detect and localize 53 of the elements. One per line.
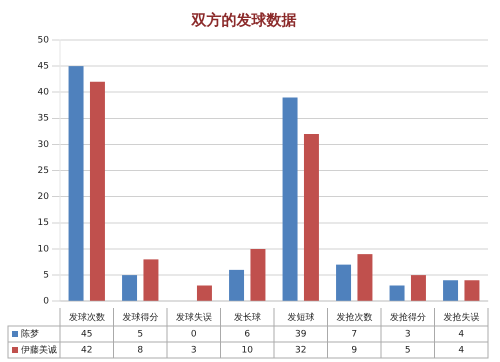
- data-label: 0: [190, 329, 197, 340]
- x-tick-label: 发球失误: [176, 312, 212, 323]
- data-label: 3: [404, 329, 411, 340]
- y-tick-label: 50: [38, 35, 50, 46]
- x-tick-label: 发球次数: [68, 312, 105, 323]
- bar: [143, 259, 158, 301]
- bar: [282, 97, 298, 301]
- legend-label: 陈梦: [21, 328, 39, 340]
- y-tick-label: 35: [38, 114, 49, 124]
- bar: [250, 248, 266, 301]
- y-tick-label: 25: [38, 166, 49, 176]
- y-tick-label: 45: [38, 61, 49, 72]
- bar: [196, 286, 212, 301]
- data-label: 45: [81, 329, 92, 340]
- bar: [68, 66, 84, 301]
- data-label: 10: [242, 345, 254, 356]
- bar: [410, 275, 426, 301]
- bar: [336, 264, 352, 301]
- legend-label: 伊藤美诚: [21, 344, 57, 356]
- bar: [357, 254, 372, 301]
- data-label: 4: [458, 329, 464, 340]
- data-label: 5: [137, 329, 144, 340]
- data-label: 9: [351, 345, 358, 356]
- bar: [443, 280, 458, 301]
- data-label: 6: [244, 329, 250, 340]
- y-tick-label: 10: [38, 244, 50, 254]
- data-label: 4: [458, 345, 464, 356]
- bar: [122, 275, 138, 301]
- x-tick-label: 发长球: [234, 312, 261, 323]
- x-tick-label: 发抢得分: [390, 312, 426, 323]
- x-tick-label: 发短球: [287, 312, 314, 323]
- data-label: 32: [295, 345, 306, 356]
- data-label: 39: [295, 329, 307, 340]
- bar: [229, 270, 244, 301]
- data-label: 5: [404, 345, 411, 356]
- data-label: 3: [190, 345, 197, 356]
- y-tick-label: 20: [38, 192, 50, 202]
- chart-title: 双方的发球数据: [190, 10, 296, 29]
- bar: [304, 134, 319, 301]
- bar: [464, 280, 480, 301]
- y-tick-label: 30: [38, 140, 50, 150]
- data-label: 7: [351, 329, 358, 340]
- bar: [90, 82, 105, 301]
- bar: [390, 286, 405, 301]
- x-tick-label: 发球得分: [122, 312, 158, 323]
- y-tick-label: 5: [43, 270, 49, 280]
- data-label: 42: [81, 345, 92, 356]
- data-label: 8: [137, 345, 144, 356]
- y-tick-label: 15: [38, 218, 49, 228]
- y-tick-label: 0: [43, 296, 50, 307]
- y-tick-label: 40: [38, 88, 50, 98]
- x-tick-label: 发抢次数: [336, 312, 372, 323]
- x-tick-label: 发抢失误: [443, 312, 480, 323]
